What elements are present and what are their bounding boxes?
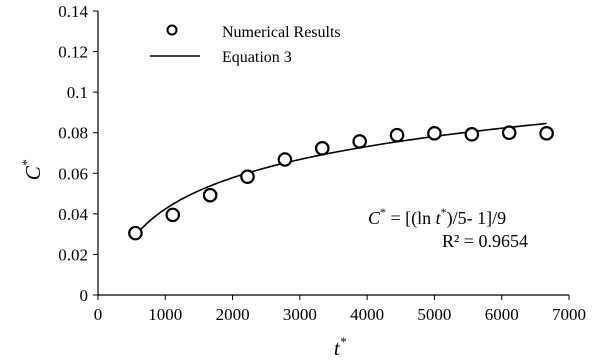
data-point bbox=[501, 125, 517, 141]
x-tick-label: 3000 bbox=[283, 305, 317, 324]
legend: Numerical Results Equation 3 bbox=[150, 24, 341, 66]
data-point bbox=[202, 187, 218, 203]
data-point bbox=[277, 152, 293, 167]
y-axis-ticks: 0 0.02 0.04 0.06 0.08 0.1 0.12 0.14 bbox=[58, 2, 98, 305]
x-tick-label: 5000 bbox=[417, 305, 451, 324]
y-tick-label: 0.12 bbox=[58, 43, 88, 62]
r-squared-annotation: R² = 0.9654 bbox=[442, 231, 528, 251]
legend-label-equation-3: Equation 3 bbox=[222, 49, 292, 66]
data-point bbox=[427, 126, 442, 141]
equation-t: t bbox=[436, 208, 442, 228]
x-axis-ticks: 0 1000 2000 3000 4000 5000 6000 7000 bbox=[94, 295, 586, 324]
equation-annotation: C* = [(ln t*)/5- 1]/9 bbox=[368, 205, 506, 229]
x-axis-title-main: t bbox=[334, 336, 341, 360]
data-point bbox=[464, 127, 480, 142]
legend-marker-numerical-results bbox=[166, 24, 178, 36]
equation-c: C bbox=[368, 208, 381, 228]
y-axis-title-main: C bbox=[21, 165, 45, 180]
data-point bbox=[240, 169, 255, 185]
y-tick-label: 0.1 bbox=[67, 83, 88, 102]
data-point bbox=[165, 207, 181, 223]
x-tick-label: 2000 bbox=[216, 305, 250, 324]
equation-part-a: = [(ln bbox=[386, 208, 436, 229]
data-point bbox=[128, 225, 143, 241]
data-point bbox=[352, 134, 367, 149]
data-point bbox=[314, 141, 330, 156]
y-tick-label: 0.06 bbox=[58, 164, 88, 183]
y-tick-label: 0 bbox=[80, 286, 89, 305]
y-axis-title: C* bbox=[19, 159, 45, 180]
x-tick-label: 6000 bbox=[485, 305, 519, 324]
x-tick-label: 1000 bbox=[148, 305, 182, 324]
x-tick-label: 4000 bbox=[350, 305, 384, 324]
x-tick-label: 0 bbox=[94, 305, 103, 324]
y-axis-title-superscript: * bbox=[19, 159, 34, 166]
data-point bbox=[539, 126, 554, 141]
y-tick-label: 0.02 bbox=[58, 245, 88, 264]
x-tick-label: 7000 bbox=[552, 305, 586, 324]
legend-label-numerical-results: Numerical Results bbox=[222, 24, 341, 41]
y-tick-label: 0.04 bbox=[58, 205, 88, 224]
equation-t-superscript: * bbox=[441, 205, 447, 219]
axes bbox=[97, 11, 569, 296]
x-axis-title: t* bbox=[334, 334, 347, 360]
numerical-results-markers bbox=[128, 125, 554, 241]
equation-part-b: )/5- 1]/9 bbox=[447, 208, 506, 229]
data-point bbox=[389, 127, 405, 143]
equation-c-superscript: * bbox=[380, 205, 386, 219]
y-tick-label: 0.14 bbox=[58, 2, 88, 21]
x-axis-title-superscript: * bbox=[340, 334, 347, 349]
y-tick-label: 0.08 bbox=[58, 124, 88, 143]
